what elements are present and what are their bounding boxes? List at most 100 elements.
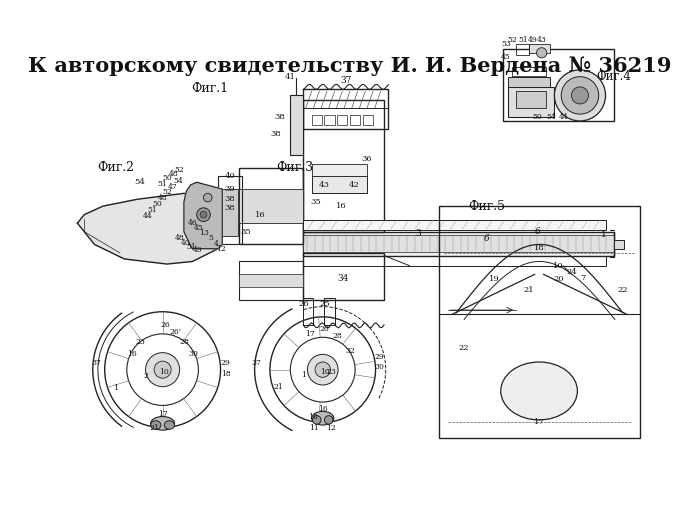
Text: 43: 43 (537, 36, 547, 44)
Bar (508, 87, 554, 117)
Bar (614, 240, 624, 249)
Text: 2: 2 (143, 372, 148, 380)
Text: Фиг.1: Фиг.1 (191, 82, 228, 95)
Bar (337, 115, 347, 125)
Ellipse shape (312, 411, 334, 425)
Text: 44: 44 (559, 113, 568, 121)
Bar (312, 115, 322, 125)
Text: 30: 30 (188, 351, 198, 359)
Bar (218, 176, 241, 245)
Text: 54: 54 (173, 177, 183, 185)
Text: 26: 26 (160, 320, 170, 329)
Bar (363, 115, 373, 125)
Text: 38: 38 (225, 204, 235, 212)
Text: 35: 35 (311, 198, 321, 206)
Bar (503, 48, 614, 121)
Text: 10: 10 (554, 262, 564, 270)
Text: 38: 38 (274, 113, 285, 121)
Text: 49: 49 (193, 246, 202, 254)
Bar (239, 168, 303, 245)
Text: 26': 26' (319, 325, 331, 333)
Text: 3: 3 (415, 229, 421, 238)
Text: 54: 54 (134, 178, 145, 186)
Text: 17: 17 (533, 419, 545, 427)
Text: 7: 7 (580, 273, 585, 281)
Bar (312, 176, 367, 193)
Text: Фиг.4: Фиг.4 (596, 70, 631, 83)
Circle shape (315, 362, 330, 377)
Text: 52: 52 (175, 165, 185, 173)
Bar (512, 67, 546, 76)
Text: 51: 51 (187, 243, 197, 251)
Circle shape (204, 193, 212, 202)
Text: 53: 53 (501, 40, 511, 48)
Bar (312, 163, 367, 176)
Text: 22: 22 (458, 344, 468, 352)
Text: 29: 29 (220, 359, 230, 367)
Text: 37: 37 (251, 359, 261, 367)
Text: 40: 40 (181, 239, 190, 247)
Text: 16: 16 (318, 405, 328, 413)
Text: 1: 1 (601, 230, 607, 239)
Text: 52: 52 (507, 36, 517, 44)
Text: Фиг.2: Фиг.2 (97, 161, 134, 174)
Text: 26': 26' (169, 328, 181, 336)
Text: 6: 6 (484, 234, 489, 243)
Circle shape (571, 87, 589, 104)
Text: 5: 5 (208, 235, 213, 243)
Text: 48: 48 (158, 195, 167, 203)
Text: 32: 32 (345, 347, 355, 355)
Ellipse shape (312, 415, 321, 424)
Text: 16: 16 (336, 202, 346, 210)
Text: 36: 36 (362, 155, 372, 163)
Text: 10: 10 (321, 368, 330, 376)
Text: 35: 35 (241, 228, 251, 236)
Text: 1: 1 (113, 385, 118, 393)
Circle shape (307, 354, 338, 385)
Bar (303, 255, 606, 266)
Bar (303, 235, 614, 252)
Ellipse shape (164, 421, 174, 429)
Ellipse shape (324, 415, 333, 424)
Bar (222, 189, 237, 236)
Text: 18: 18 (533, 244, 545, 252)
Text: Фиг.3: Фиг.3 (276, 161, 313, 174)
Text: 46: 46 (188, 219, 197, 227)
Text: 19: 19 (489, 275, 500, 282)
Text: 21: 21 (274, 383, 284, 390)
Text: 50: 50 (153, 201, 162, 209)
Text: 45: 45 (501, 53, 511, 61)
Text: 50: 50 (163, 174, 173, 182)
Circle shape (146, 353, 180, 387)
Text: 16: 16 (256, 211, 266, 219)
Text: 12: 12 (326, 423, 336, 431)
Text: 28: 28 (332, 331, 342, 339)
Text: 45: 45 (193, 225, 203, 232)
Text: Фиг.5: Фиг.5 (468, 200, 505, 213)
Circle shape (536, 48, 547, 58)
Text: 37: 37 (340, 76, 351, 85)
Text: 38: 38 (270, 130, 281, 138)
Text: 24: 24 (566, 268, 577, 276)
Bar (350, 115, 360, 125)
Text: 18: 18 (220, 370, 230, 378)
Polygon shape (184, 182, 222, 249)
Circle shape (200, 211, 207, 218)
Text: 51: 51 (157, 180, 167, 188)
Text: 39: 39 (225, 185, 235, 193)
Bar (303, 89, 389, 129)
Circle shape (154, 361, 171, 378)
Text: 21: 21 (524, 286, 534, 294)
Text: 47: 47 (168, 182, 178, 190)
Circle shape (197, 208, 210, 221)
Polygon shape (78, 193, 218, 264)
Bar (303, 298, 314, 326)
Ellipse shape (150, 421, 161, 429)
Text: 51: 51 (148, 206, 158, 214)
Text: 37: 37 (91, 359, 101, 367)
Bar (516, 44, 529, 54)
Bar (508, 77, 550, 87)
Bar (239, 275, 303, 287)
Bar (324, 298, 335, 326)
Text: 6: 6 (535, 227, 540, 236)
